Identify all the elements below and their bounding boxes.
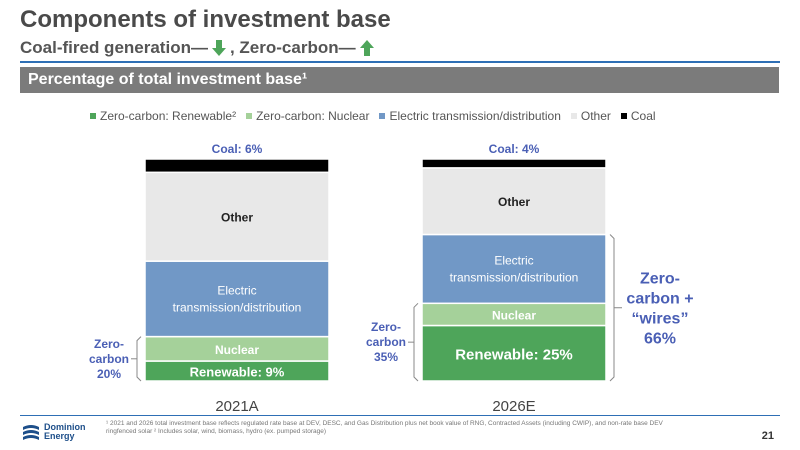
segment-label-zero-carbon-nuclear-2021a: Nuclear bbox=[215, 343, 259, 357]
coal-label-2026e: Coal: 4% bbox=[489, 142, 540, 156]
zero-carbon-label-2021a: 20% bbox=[97, 367, 121, 381]
zero-carbon-label-2021a: Zero- bbox=[94, 337, 124, 351]
header-divider bbox=[20, 61, 780, 63]
legend-label: Electric transmission/distribution bbox=[389, 109, 561, 123]
category-label-2026e: 2026E bbox=[492, 398, 535, 415]
zero-carbon-label-2026e: carbon bbox=[366, 335, 406, 349]
dominion-energy-logo: Dominion Energy bbox=[22, 423, 86, 441]
legend-item-zero-carbon-renewable: Zero-carbon: Renewable² bbox=[90, 109, 236, 123]
segment-label-zero-carbon-nuclear-2026e: Nuclear bbox=[492, 308, 536, 322]
legend-swatch bbox=[620, 113, 627, 119]
zero-carbon-label-2021a: carbon bbox=[89, 352, 129, 366]
segment-label-zero-carbon-renewable-2021a: Renewable: 9% bbox=[190, 364, 285, 379]
wires-label: 66% bbox=[644, 331, 676, 348]
segment-label-transmission-2026e: transmission/distribution bbox=[450, 270, 579, 284]
bar-segment-coal-2021a bbox=[144, 158, 330, 174]
bar-segment-electric-transmission-distribution-2021a bbox=[144, 260, 330, 338]
legend-item-other: Other bbox=[570, 109, 611, 123]
segment-label-transmission-2021a: Electric bbox=[217, 283, 256, 297]
section-banner: Percentage of total investment base¹ bbox=[20, 67, 779, 93]
zero-carbon-bracket-2021a bbox=[136, 336, 142, 382]
wires-bracket bbox=[609, 234, 615, 382]
wires-label: “wires” bbox=[632, 311, 689, 328]
zero-carbon-label-2026e: Zero- bbox=[371, 320, 401, 334]
footnote: ¹ 2021 and 2026 total investment base re… bbox=[106, 420, 663, 435]
legend-swatch bbox=[570, 113, 577, 119]
zero-carbon-label-2026e: 35% bbox=[374, 350, 398, 364]
legend-swatch bbox=[379, 113, 386, 119]
legend-item-zero-carbon-nuclear: Zero-carbon: Nuclear bbox=[246, 109, 369, 123]
bar-segment-other-2026e bbox=[421, 167, 607, 236]
wires-label: Zero- bbox=[640, 271, 680, 288]
segment-label-transmission-2026e: Electric bbox=[494, 253, 533, 267]
subtitle-zero-carbon-text: , Zero-carbon— bbox=[229, 38, 356, 57]
wires-label: carbon + bbox=[626, 291, 693, 308]
segment-label-zero-carbon-renewable-2026e: Renewable: 25% bbox=[455, 346, 573, 363]
bar-segment-other-2021a bbox=[144, 171, 330, 262]
segment-label-other-2026e: Other bbox=[498, 195, 530, 209]
segment-label-transmission-2021a: transmission/distribution bbox=[173, 300, 302, 314]
legend-label: Zero-carbon: Nuclear bbox=[256, 109, 370, 123]
page-subtitle: Coal-fired generation— , Zero-carbon— bbox=[20, 38, 378, 58]
legend-label: Zero-carbon: Renewable² bbox=[100, 109, 237, 123]
segment-label-other-2021a: Other bbox=[221, 211, 253, 225]
logo-line1: Dominion bbox=[44, 422, 86, 432]
zero-carbon-bracket-2026e bbox=[413, 302, 419, 382]
arrow-down-icon bbox=[211, 40, 226, 56]
logo-line2: Energy bbox=[44, 431, 75, 441]
legend-swatch bbox=[246, 113, 253, 119]
bar-segment-electric-transmission-distribution-2026e bbox=[421, 233, 607, 305]
arrow-up-icon bbox=[359, 40, 374, 56]
coal-label-2021a: Coal: 6% bbox=[212, 142, 263, 156]
legend-item-electric-transmission-distribution: Electric transmission/distribution bbox=[379, 109, 561, 123]
bar-segment-coal-2026e bbox=[421, 158, 607, 169]
dominion-energy-logo-icon bbox=[23, 425, 39, 440]
legend-label: Other bbox=[580, 109, 611, 123]
category-label-2021a: 2021A bbox=[215, 398, 258, 415]
legend-item-coal: Coal bbox=[620, 109, 656, 123]
chart-legend: Zero-carbon: Renewable² Zero-carbon: Nucl… bbox=[90, 109, 656, 123]
footer-divider bbox=[20, 415, 780, 416]
page-title: Components of investment base bbox=[20, 6, 391, 33]
legend-label: Coal bbox=[630, 109, 656, 123]
bar-segment-zero-carbon-renewable-2026e bbox=[421, 324, 607, 382]
page-number: 21 bbox=[761, 430, 774, 442]
legend-swatch bbox=[90, 113, 96, 119]
subtitle-coal-text: Coal-fired generation— bbox=[20, 38, 208, 57]
